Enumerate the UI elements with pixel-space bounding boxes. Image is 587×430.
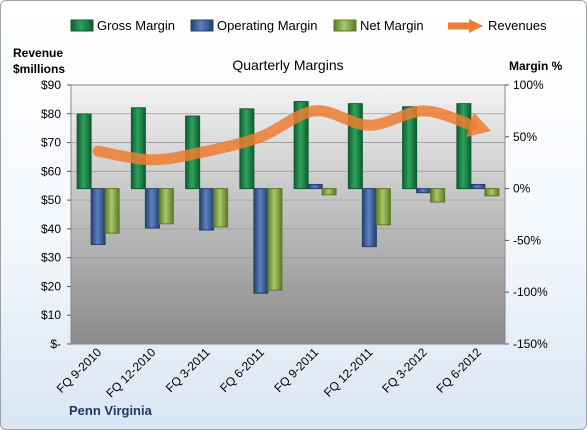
left-axis-label-line1: Revenue [13,46,63,60]
legend-operating-label: Operating Margin [217,18,317,33]
legend-net-label: Net Margin [360,18,424,33]
gross-margin-bar [130,107,146,190]
left-axis-ticks: $- $10 $20 $30 $40 $50 $60 $70 $80 $90 [41,78,71,351]
right-tick-label: 0% [513,182,531,196]
net-margin-bar [375,188,391,226]
net-margin-bar [430,188,446,203]
gross-margin-bar [293,101,309,190]
net-margin-bar [104,188,120,234]
gross-margin-bar [239,108,255,190]
net-margin-bar [213,188,229,228]
operating-margin-bar [90,188,106,246]
left-tick-label: $60 [41,164,61,178]
left-tick-label: $80 [41,107,61,121]
legend-revenues-arrow [448,19,483,33]
operating-margin-bar [470,183,486,190]
left-tick-label: $90 [41,78,61,92]
left-tick-label: $40 [41,222,61,236]
x-tick-label: FQ 12-2011 [321,345,376,400]
gross-margin-bar [76,113,92,190]
left-tick-label: $50 [41,193,61,207]
legend-gross-label: Gross Margin [97,18,175,33]
net-margin-bar [267,188,283,291]
legend-gross-swatch [70,19,94,32]
operating-margin-bar [253,188,269,294]
x-axis-ticks: FQ 9-2010 FQ 12-2010 FQ 3-2011 FQ 6-2011 FQ … [54,345,484,400]
right-axis-label: Margin % [509,59,563,73]
chart-title: Quarterly Margins [232,57,343,73]
gross-margin-bar [402,106,418,190]
net-margin-bar [158,188,174,225]
x-tick-label: FQ 6-2011 [217,345,267,395]
net-margin-bar [484,188,500,197]
grid-lines [71,113,505,316]
right-tick-label: 50% [513,130,537,144]
net-margin-bar [321,188,337,196]
right-axis-ticks: -150% -100% -50% 0% 50% 100% [505,78,548,351]
revenue-line-layer [92,105,492,166]
left-tick-label: $20 [41,279,61,293]
revenue-arrowhead [466,112,492,138]
operating-margin-bar [144,188,160,229]
x-tick-label: FQ 9-2011 [271,345,321,395]
revenue-line [92,105,478,166]
chart-credit: Penn Virginia [69,403,153,418]
x-tick-label: FQ 3-2012 [379,345,430,396]
operating-margin-bar [307,183,323,190]
left-tick-label: $70 [41,136,61,150]
left-axis-label-line2: $millions [13,62,65,76]
x-tick-label: FQ 6-2012 [434,345,485,396]
legend: Gross Margin Operating Margin Net Margin… [70,18,547,33]
x-tick-label: FQ 3-2011 [163,345,213,395]
left-tick-label: $30 [41,251,61,265]
operating-margin-bar [199,188,215,231]
x-tick-label: FQ 9-2010 [54,345,105,396]
right-tick-label: -150% [513,337,548,351]
right-tick-label: -100% [513,285,548,299]
operating-margin-bar [416,188,432,194]
left-tick-label: $- [50,337,61,351]
operating-margin-bar [361,188,377,248]
right-tick-label: -50% [513,233,541,247]
x-tick-label: FQ 12-2010 [103,345,158,400]
legend-net-swatch [333,19,357,32]
legend-operating-swatch [190,19,214,32]
legend-revenues-label: Revenues [488,18,547,33]
right-tick-label: 100% [513,78,544,92]
left-tick-label: $10 [41,308,61,322]
